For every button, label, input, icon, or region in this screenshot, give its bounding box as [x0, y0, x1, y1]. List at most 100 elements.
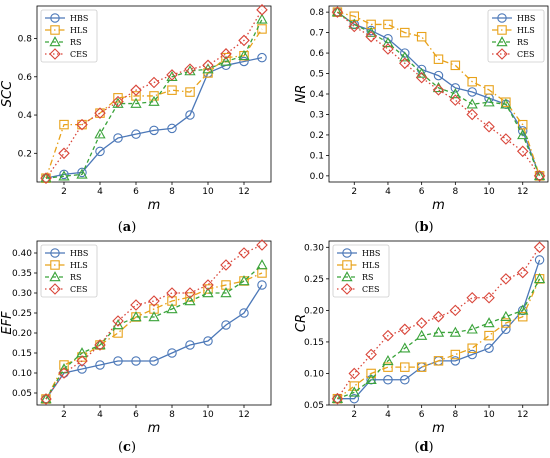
data-point-hbs	[203, 336, 213, 346]
plot-frame	[328, 240, 549, 406]
legend-entry-hls: HLS	[337, 260, 380, 270]
data-point-ces	[382, 43, 394, 55]
data-point-ces	[382, 329, 394, 342]
data-point-rs	[130, 97, 142, 108]
x-tick-label: 10	[483, 187, 495, 197]
x-tick-label: 8	[452, 410, 458, 420]
legend-entry-hls: HLS	[45, 260, 88, 270]
panel-label-paren-close: )	[131, 440, 136, 455]
legend-label: HBS	[362, 249, 380, 258]
legend-entry-ces: CES	[492, 48, 534, 60]
legend-label: RS	[70, 273, 82, 282]
data-point-hls	[416, 31, 427, 42]
legend-label: RS	[362, 273, 374, 282]
data-point-ces	[516, 145, 529, 158]
data-point-hls	[257, 24, 267, 34]
legend-marker	[341, 271, 353, 282]
series-ces	[331, 241, 546, 405]
data-point-hbs	[383, 375, 393, 385]
chart-panel-d: 2 4 6 8 10 12 0.05 0.10 0.15 0.20 0.25 0.30 m CR (d) HB…	[294, 240, 549, 455]
data-point-hls	[467, 76, 477, 87]
data-point-hbs	[349, 393, 360, 404]
data-point-hbs	[131, 356, 141, 366]
data-point-rs	[40, 172, 52, 183]
series-ces	[40, 4, 268, 184]
data-point-hls	[113, 328, 123, 338]
data-point-hbs	[450, 83, 461, 93]
data-point-ces	[483, 291, 495, 304]
legend-marker	[342, 248, 352, 258]
y-axis-label: EFF	[0, 311, 15, 335]
data-point-rs	[517, 304, 529, 315]
legend-label: RS	[70, 38, 82, 47]
legend-marker	[49, 48, 61, 60]
data-point-ces	[76, 118, 88, 131]
data-point-hls	[77, 119, 87, 130]
data-point-hls	[517, 311, 528, 322]
data-point-hbs	[113, 356, 123, 366]
data-point-rs	[256, 13, 268, 24]
data-point-ces	[533, 241, 546, 254]
x-tick-label: 2	[351, 187, 357, 197]
y-tick-label: 0.10	[12, 369, 32, 379]
data-point-hbs	[113, 133, 123, 143]
series-rs	[40, 259, 268, 404]
y-tick-label: 0.40	[12, 249, 32, 259]
panel-label-letter: a	[123, 220, 132, 235]
series-line-hls	[337, 11, 541, 177]
x-tick-label: 4	[97, 410, 103, 420]
x-tick-label: 8	[169, 187, 175, 197]
series-line-ces	[45, 9, 263, 179]
panel-label-letter: d	[419, 440, 428, 455]
data-point-ces	[432, 310, 445, 323]
data-point-hbs	[221, 320, 231, 330]
legend: HBS HLS RS CES	[487, 9, 545, 63]
series-line-hbs	[45, 284, 263, 400]
data-point-hls	[149, 91, 159, 101]
legend-label: CES	[517, 50, 534, 59]
data-point-hls	[59, 360, 69, 370]
data-point-ces	[202, 279, 214, 291]
data-point-hbs	[77, 167, 87, 178]
data-point-ces	[58, 147, 70, 160]
data-point-ces	[202, 59, 214, 72]
y-tick-label: 0.20	[12, 329, 32, 339]
data-point-ces	[449, 94, 462, 106]
data-point-hls	[167, 85, 177, 95]
legend-label: RS	[517, 38, 529, 47]
x-tick-label: 2	[61, 187, 67, 197]
data-point-rs	[449, 326, 461, 337]
legend-label: HBS	[517, 14, 535, 23]
data-point-rs	[130, 311, 142, 322]
panel-label: (d)	[414, 440, 433, 455]
y-tick-label: 0.20	[304, 306, 324, 316]
x-tick-label: 4	[385, 410, 391, 420]
data-point-rs	[94, 339, 106, 350]
legend-marker	[49, 271, 61, 282]
data-point-ces	[40, 393, 52, 405]
y-axis-label: SCC	[0, 80, 15, 107]
panel-label-paren-open: (	[414, 440, 419, 455]
data-point-ces	[399, 57, 411, 70]
y-tick-label: 0.05	[12, 389, 32, 399]
legend-marker	[50, 25, 60, 35]
y-tick-label: 0.30	[12, 289, 32, 299]
data-point-hbs	[400, 48, 410, 58]
data-point-hbs	[95, 360, 105, 370]
legend-marker	[496, 36, 508, 47]
data-point-hls	[450, 60, 461, 71]
data-point-ces	[58, 367, 70, 379]
legend-entry-rs: RS	[492, 36, 529, 47]
data-point-ces	[533, 170, 546, 182]
data-point-rs	[432, 326, 445, 337]
y-tick-label: 0.6	[310, 49, 325, 59]
data-point-rs	[466, 323, 478, 334]
data-point-hls	[349, 381, 360, 391]
data-point-ces	[166, 69, 178, 81]
panel-label-letter: c	[123, 440, 131, 455]
legend-entry-rs: RS	[45, 36, 82, 47]
panel-label-letter: b	[419, 220, 428, 235]
data-point-hls	[400, 362, 410, 372]
y-tick-label: 0.4	[310, 90, 325, 100]
data-point-hbs	[185, 110, 195, 120]
